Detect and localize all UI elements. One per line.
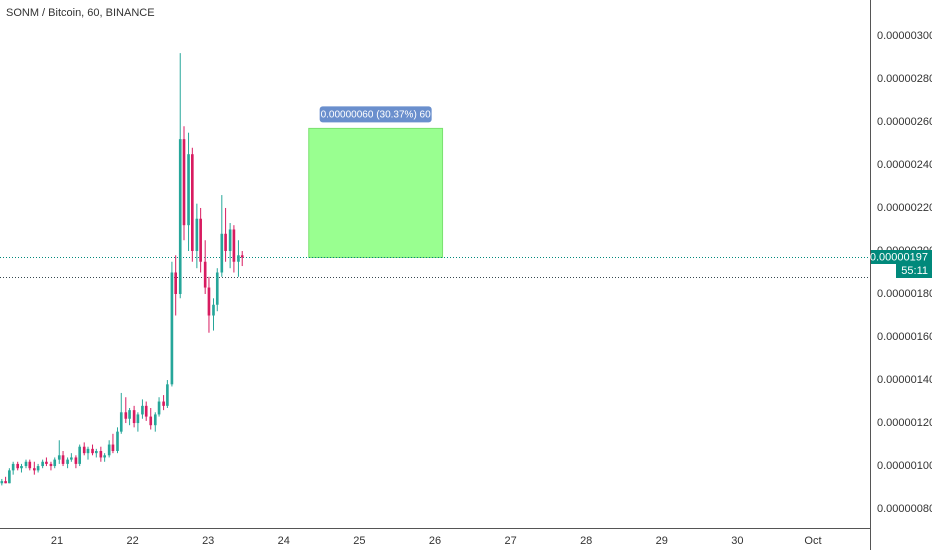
x-tick-label: 23	[202, 535, 214, 547]
candle-body	[99, 451, 103, 458]
candle-body	[4, 481, 7, 484]
y-tick-label: 0.00000300	[877, 30, 932, 42]
candle-body	[82, 446, 86, 454]
candle-body	[166, 384, 169, 406]
candle-body	[119, 412, 123, 432]
x-tick-label: 21	[51, 535, 63, 547]
candle-body	[191, 154, 194, 251]
x-tick-label: Oct	[804, 535, 821, 547]
y-tick-label: 0.00000240	[877, 159, 932, 171]
candle-body	[215, 272, 219, 305]
candle-body	[111, 444, 115, 452]
candle-body	[8, 470, 11, 484]
candle-body	[57, 455, 61, 460]
range-label-box	[319, 106, 432, 123]
y-tick-label: 0.00000180	[877, 288, 932, 300]
candle-body	[187, 154, 190, 226]
candle-body	[220, 233, 224, 273]
candle-body	[178, 139, 182, 295]
range-label: 0.00000060 (30.37%) 60	[321, 110, 432, 121]
candle-body	[153, 414, 157, 426]
candle-body	[70, 457, 73, 460]
candle-body	[0, 481, 4, 484]
candle-body	[16, 463, 20, 469]
candle-body	[61, 455, 65, 464]
candle-body	[36, 466, 40, 471]
candle-body	[28, 461, 32, 469]
candle-body	[103, 455, 106, 458]
candle-body	[32, 468, 36, 471]
candle-body	[141, 405, 144, 415]
y-tick-label: 0.00000080	[877, 503, 932, 515]
candle-body	[157, 401, 161, 415]
candle-body	[24, 461, 28, 467]
x-tick-label: 22	[126, 535, 138, 547]
candle-body	[132, 410, 136, 424]
candle-body	[237, 255, 240, 262]
candle-body	[20, 466, 23, 469]
candle-body	[182, 139, 186, 226]
last-price-box	[871, 250, 932, 264]
countdown-label: 55:11	[901, 265, 928, 277]
range-box	[308, 127, 444, 258]
y-tick-label: 0.00000140	[877, 374, 932, 386]
candle-body	[53, 459, 57, 467]
candle-body	[128, 410, 131, 419]
countdown-box	[896, 264, 932, 278]
candle-body	[91, 448, 94, 454]
candle-body	[45, 461, 48, 464]
candle-body	[232, 229, 236, 262]
candle-body	[49, 463, 53, 467]
candle-body	[240, 255, 244, 258]
candle-body	[224, 233, 227, 251]
candle-body	[116, 431, 119, 452]
x-tick-label: 30	[731, 535, 743, 547]
candle-body	[41, 461, 44, 467]
x-tick-label: 29	[656, 535, 668, 547]
chart-title: SONM / Bitcoin, 60, BINANCE	[6, 7, 155, 19]
y-tick-label: 0.00000100	[877, 460, 932, 472]
candle-body	[174, 272, 178, 295]
x-tick-label: 27	[504, 535, 516, 547]
candle-body	[86, 448, 90, 454]
candle-body	[78, 446, 82, 464]
x-tick-label: 28	[580, 535, 592, 547]
candle-body	[199, 218, 202, 262]
candle-body	[212, 304, 215, 316]
candle-body	[11, 463, 15, 471]
last-price-label: 0.00000197	[870, 251, 928, 263]
candle-body	[124, 412, 128, 419]
candle-body	[203, 261, 207, 288]
candle-body	[170, 272, 174, 385]
candle-body	[66, 459, 69, 464]
candle-body	[144, 405, 148, 417]
candle-body	[74, 457, 78, 464]
x-tick-label: 24	[278, 535, 290, 547]
candle-body	[162, 401, 165, 406]
candle-body	[136, 414, 140, 424]
x-tick-label: 25	[353, 535, 365, 547]
candle-body	[228, 229, 232, 251]
y-tick-label: 0.00000160	[877, 331, 932, 343]
candle-body	[149, 416, 153, 426]
y-tick-label: 0.00000220	[877, 202, 932, 214]
candle-body	[107, 444, 111, 456]
x-tick-label: 26	[429, 535, 441, 547]
candle-body	[94, 451, 98, 454]
y-tick-label: 0.00000260	[877, 116, 932, 128]
y-tick-label: 0.00000280	[877, 73, 932, 85]
candle-body	[195, 218, 199, 251]
candle-body	[207, 287, 211, 316]
y-tick-label: 0.00000120	[877, 417, 932, 429]
